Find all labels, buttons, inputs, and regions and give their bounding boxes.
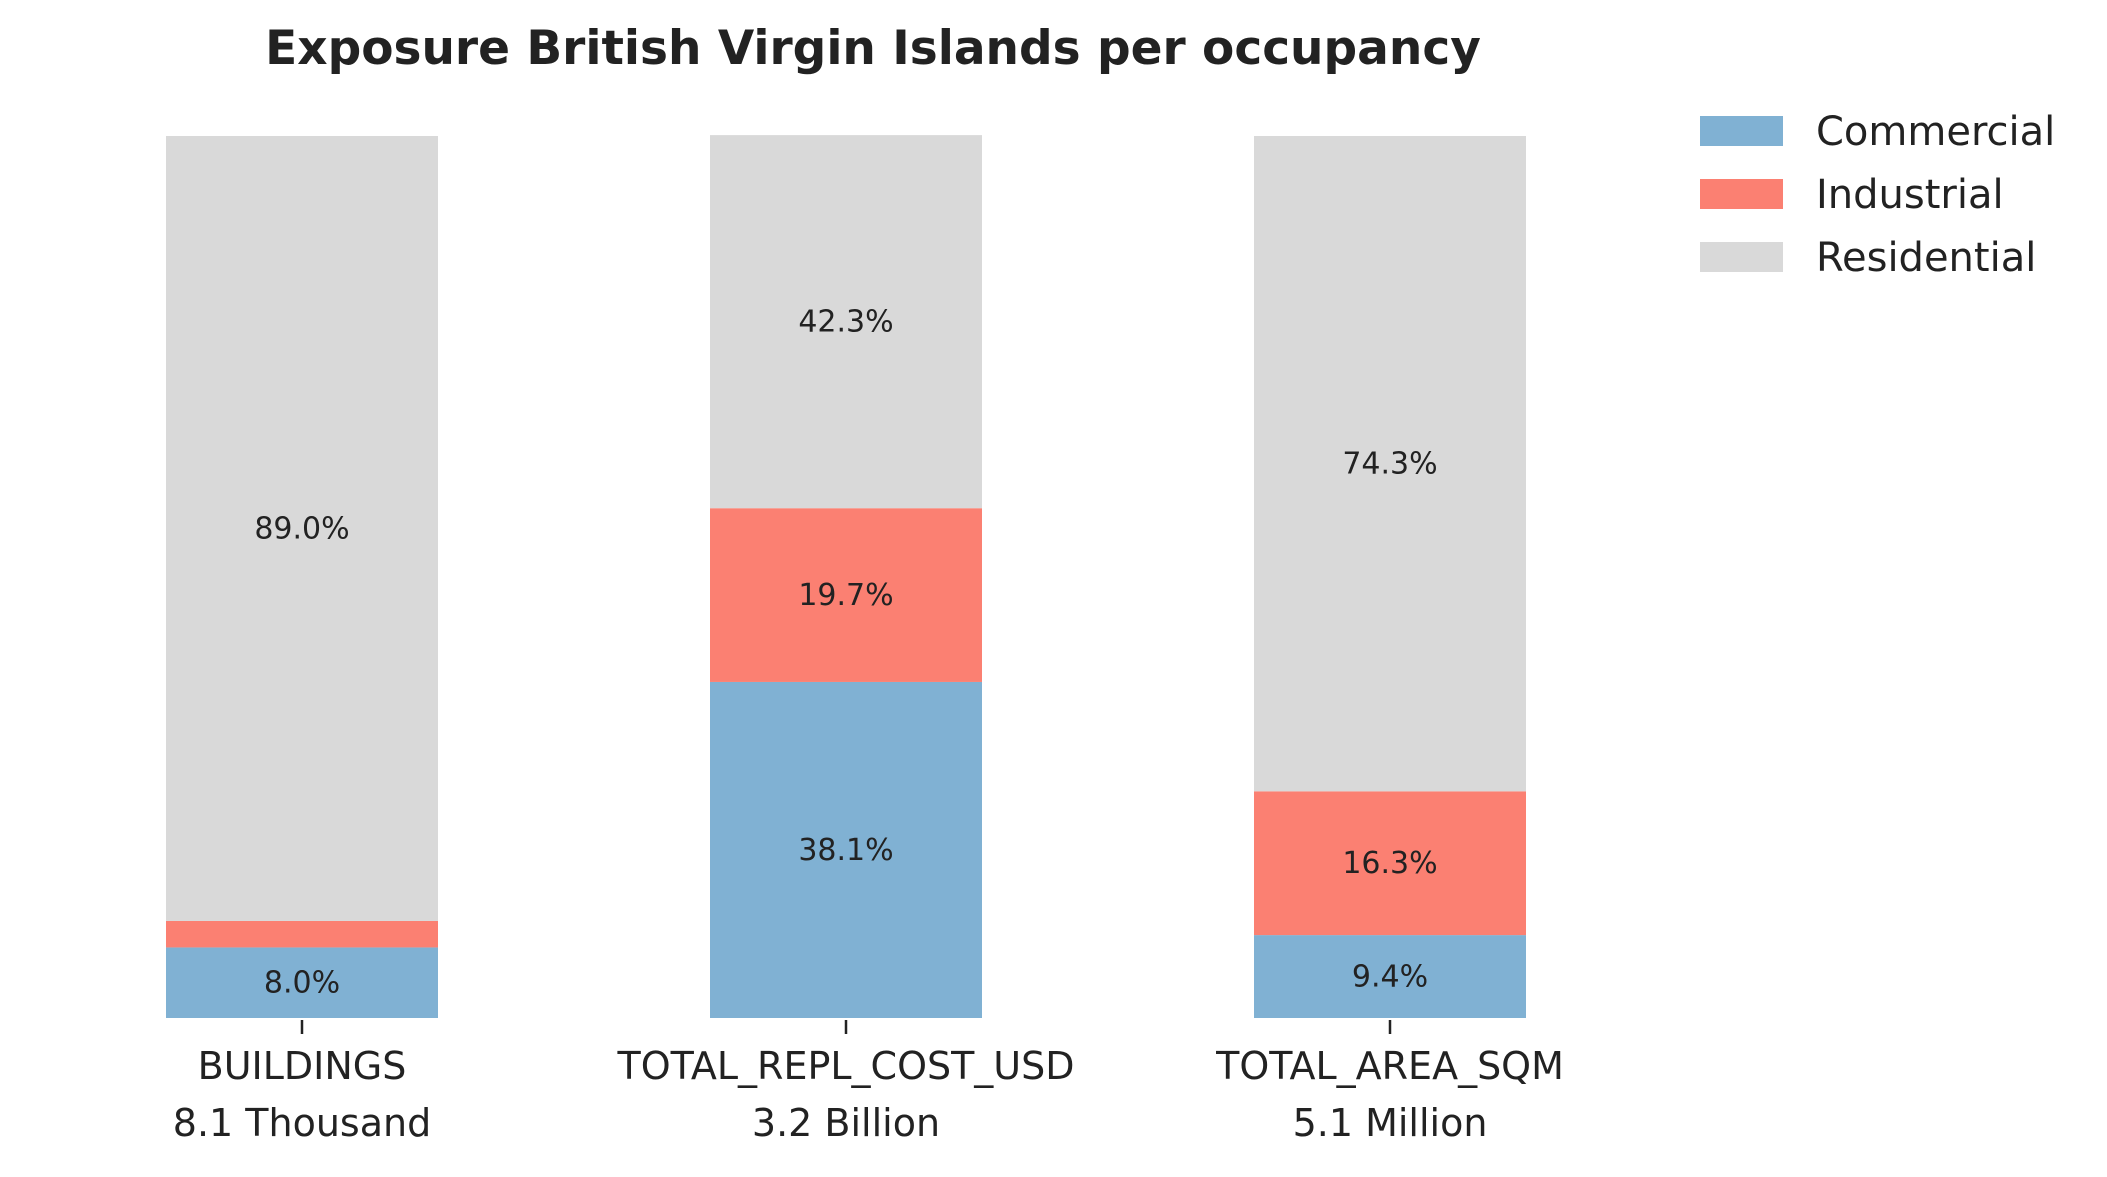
x-tick-label-total-area-sqm: TOTAL_AREA_SQM (1215, 1044, 1564, 1088)
x-tick-label-buildings: BUILDINGS (198, 1044, 407, 1088)
bar-industrial-buildings (166, 920, 438, 948)
x-axis: BUILDINGS 8.1 Thousand TOTAL_REPL_COST_USD… (173, 1020, 1564, 1145)
bar-commercial-buildings (166, 947, 438, 1018)
x-tick-total-total-repl-cost-usd: 3.2 Billion (752, 1101, 940, 1145)
x-tick-total-buildings: 8.1 Thousand (173, 1101, 431, 1145)
data-label-commercial-total-area-sqm: 9.4% (1352, 960, 1428, 995)
data-label-industrial-total-area-sqm: 16.3% (1342, 846, 1437, 881)
legend: Commercial Industrial Residential (1700, 109, 2055, 281)
bar-commercial-total-area-sqm (1254, 935, 1526, 1018)
legend-label-industrial: Industrial (1816, 172, 2004, 218)
x-tick-total-total-area-sqm: 5.1 Million (1293, 1101, 1488, 1145)
bar-residential-total-repl-cost-usd (710, 135, 982, 509)
legend-swatch-commercial (1700, 116, 1783, 146)
legend-swatch-industrial (1700, 179, 1783, 209)
legend-label-commercial: Commercial (1816, 109, 2055, 155)
bar-labels-layer: 8.0% 89.0% 38.1% 19.7% 42.3% 9.4% 16.3% 74.3% (254, 305, 1437, 1001)
data-label-residential-buildings: 89.0% (254, 511, 349, 546)
legend-label-residential: Residential (1816, 235, 2036, 281)
legend-swatch-residential (1700, 242, 1783, 272)
bar-commercial-total-repl-cost-usd (710, 681, 982, 1018)
chart-title: Exposure British Virgin Islands per occu… (265, 21, 1481, 76)
data-label-industrial-total-repl-cost-usd: 19.7% (798, 578, 893, 613)
data-label-commercial-total-repl-cost-usd: 38.1% (798, 833, 893, 868)
data-label-residential-total-repl-cost-usd: 42.3% (798, 305, 893, 340)
bars-layer (166, 135, 1526, 1018)
data-label-commercial-buildings: 8.0% (264, 966, 340, 1001)
data-label-residential-total-area-sqm: 74.3% (1342, 447, 1437, 482)
x-tick-label-total-repl-cost-usd: TOTAL_REPL_COST_USD (616, 1044, 1074, 1088)
bar-industrial-total-area-sqm (1254, 791, 1526, 936)
bar-residential-total-area-sqm (1254, 136, 1526, 792)
bar-residential-buildings (166, 136, 438, 921)
bar-industrial-total-repl-cost-usd (710, 508, 982, 682)
